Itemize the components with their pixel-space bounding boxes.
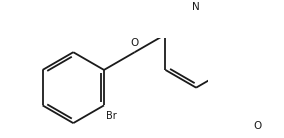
Text: N: N <box>192 2 200 12</box>
Text: O: O <box>131 38 139 48</box>
Text: Br: Br <box>106 111 116 121</box>
Text: O: O <box>253 121 262 131</box>
